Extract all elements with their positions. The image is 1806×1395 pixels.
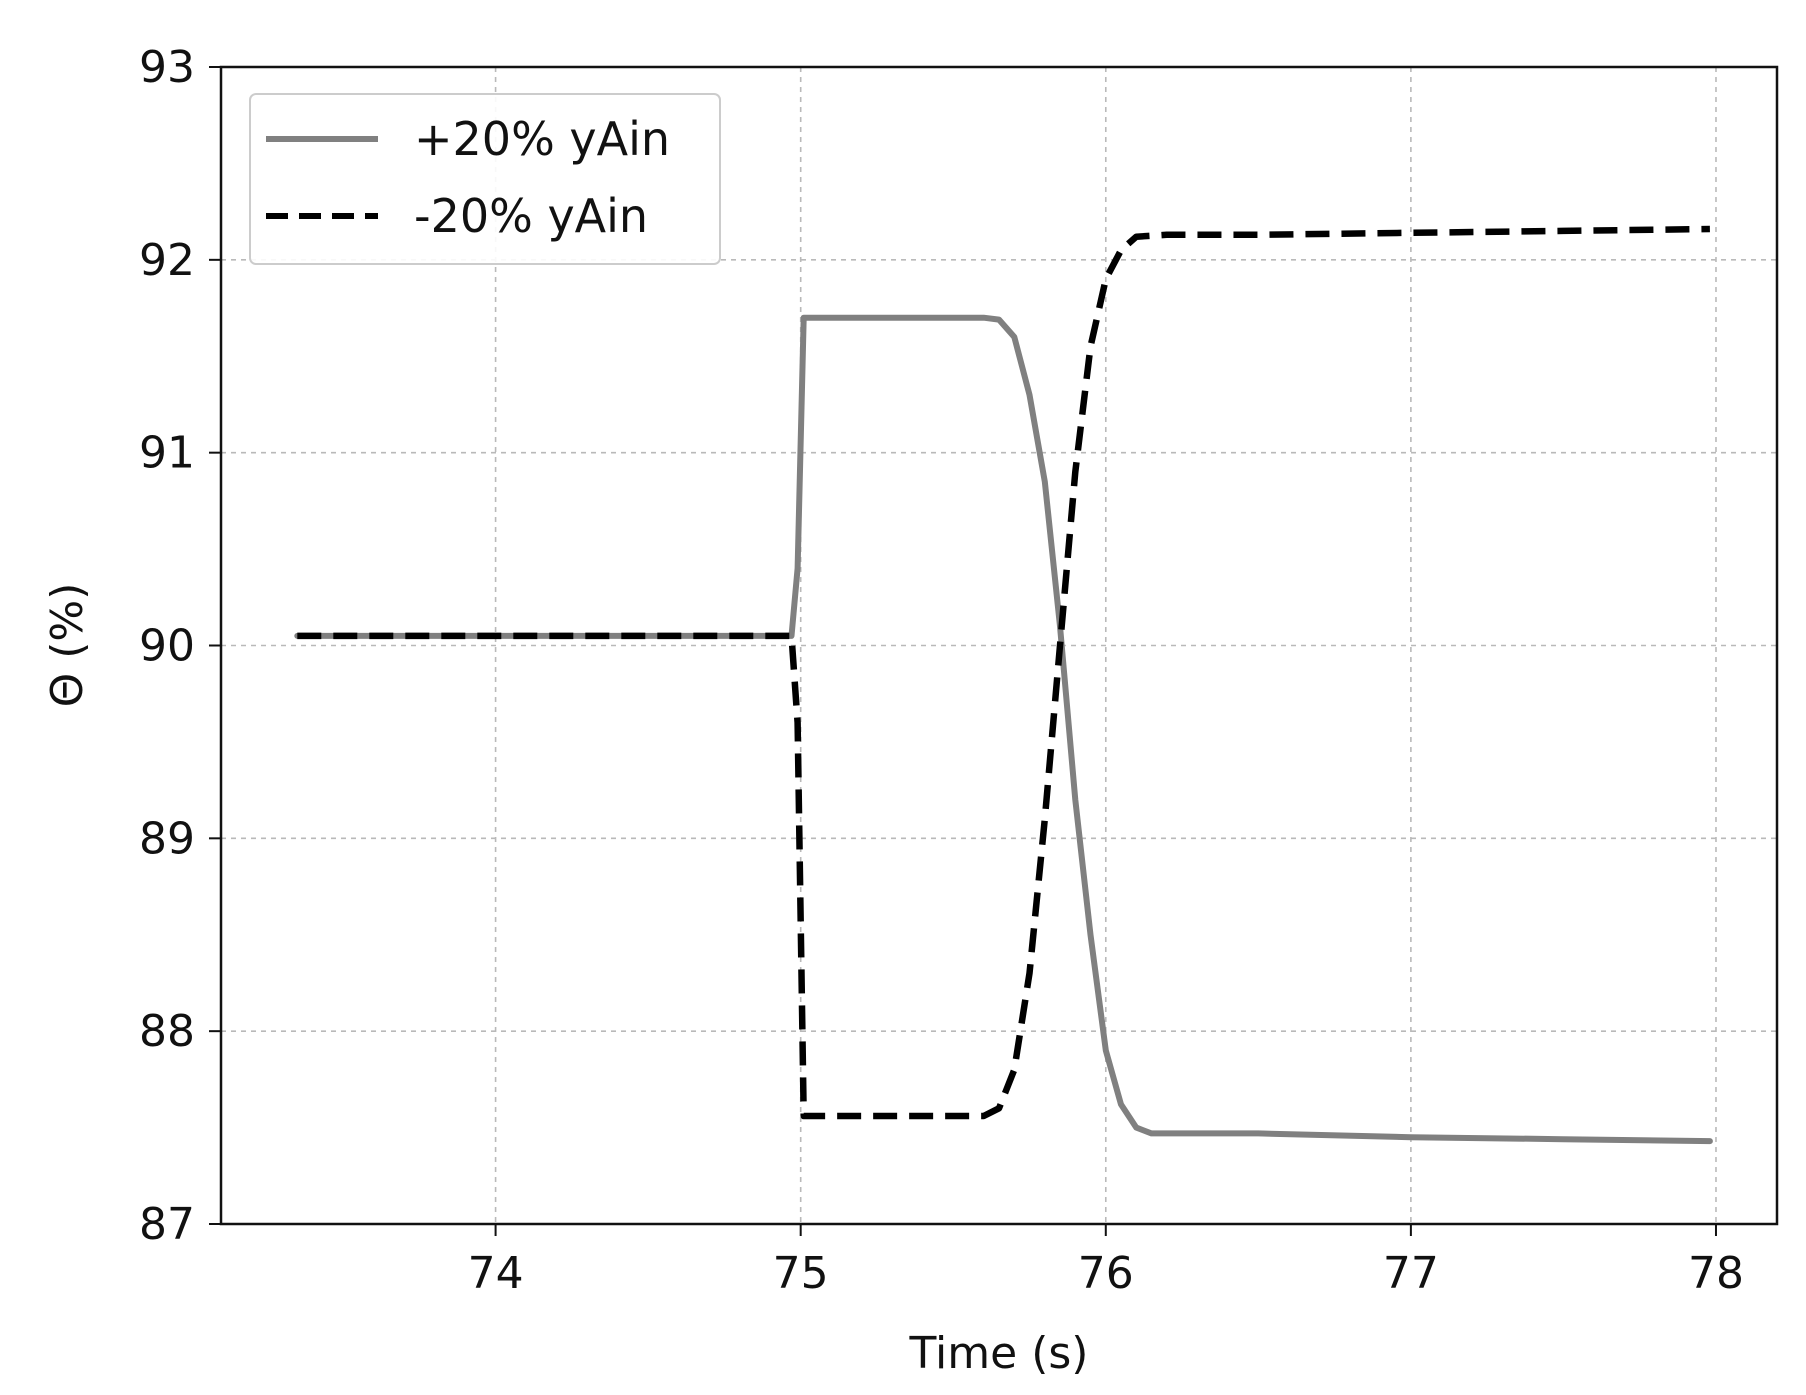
series-line-plus-20	[294, 314, 1713, 1145]
series-layer	[294, 225, 1713, 1145]
series-line-minus-20	[297, 225, 1710, 1120]
x-axis-label: Time (s)	[909, 1328, 1089, 1379]
x-tick-label: 75	[773, 1248, 829, 1299]
x-tick-label: 78	[1688, 1248, 1744, 1299]
y-tick-label: 89	[139, 813, 195, 864]
y-axis-label: Θ (%)	[42, 583, 93, 708]
x-tick-label: 76	[1078, 1248, 1134, 1299]
x-tick-label: 74	[468, 1248, 524, 1299]
x-tick-label: 77	[1383, 1248, 1439, 1299]
legend: +20% yAin -20% yAin	[249, 93, 721, 265]
y-tick-label: 93	[139, 42, 195, 93]
y-tick-label: 88	[139, 1006, 195, 1057]
legend-label-minus-20: -20% yAin	[414, 189, 648, 243]
legend-label-plus-20: +20% yAin	[414, 112, 670, 166]
y-tick-label: 87	[139, 1199, 195, 1250]
y-tick-label: 92	[139, 235, 195, 286]
y-tick-label: 90	[139, 621, 195, 672]
y-tick-label: 91	[139, 428, 195, 479]
ticks: 74 75 76 77 78 87 88 89 90 91 92 93	[139, 42, 1744, 1299]
